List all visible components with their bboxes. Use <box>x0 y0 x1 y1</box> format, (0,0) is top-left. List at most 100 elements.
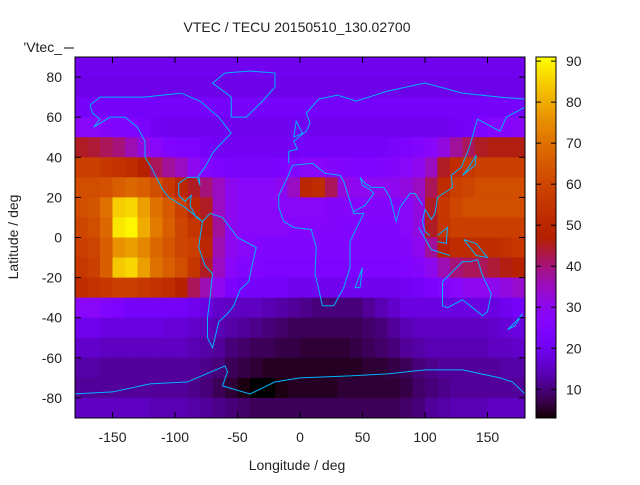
heatmap-cell <box>312 357 326 379</box>
heatmap-cell <box>425 217 438 238</box>
heatmap-cell <box>475 197 488 218</box>
heatmap-cell <box>75 137 88 158</box>
colorbar-segment <box>536 234 556 238</box>
heatmap-cell <box>200 397 213 419</box>
heatmap-cell <box>137 217 151 238</box>
heatmap-cell <box>262 57 276 78</box>
heatmap-cell <box>137 357 151 379</box>
heatmap-cell <box>500 197 513 218</box>
heatmap-cell <box>512 117 526 138</box>
heatmap-cell <box>175 377 188 399</box>
heatmap-cell <box>137 117 151 138</box>
heatmap-cell <box>175 397 188 419</box>
heatmap-cell <box>262 317 276 339</box>
heatmap-cell <box>487 297 501 319</box>
colorbar-segment <box>536 261 556 266</box>
heatmap-cell <box>187 117 201 138</box>
heatmap-cell <box>237 57 251 78</box>
heatmap-cell <box>287 77 301 98</box>
coastline <box>211 70 276 118</box>
colorbar-segment <box>536 144 556 148</box>
colorbar-segment <box>536 177 556 181</box>
heatmap-cell <box>250 117 263 138</box>
heatmap-cell <box>362 377 376 399</box>
colorbar-segment <box>536 228 556 232</box>
colorbar-segment <box>536 330 556 335</box>
heatmap-cell <box>150 197 163 218</box>
colorbar-segment <box>536 204 556 208</box>
colorbar-segment <box>536 117 556 121</box>
heatmap-cell <box>437 57 451 78</box>
heatmap-cell <box>175 257 188 279</box>
heatmap-cell <box>275 357 288 379</box>
heatmap-cell <box>100 57 113 78</box>
heatmap-cell <box>250 297 263 319</box>
heatmap-cell <box>425 57 438 78</box>
colorbar-segment <box>536 285 556 290</box>
heatmap-cell <box>275 397 288 419</box>
heatmap-cell <box>112 317 126 339</box>
coastline <box>437 226 449 245</box>
heatmap-cell <box>362 217 376 238</box>
heatmap-cell <box>150 277 163 299</box>
heatmap-cell <box>200 237 213 259</box>
heatmap-cell <box>137 377 151 399</box>
heatmap-cell <box>312 217 326 238</box>
heatmap-cell <box>387 297 401 319</box>
heatmap-cell <box>212 217 226 238</box>
heatmap-cells <box>75 57 526 419</box>
heatmap-cell <box>500 297 513 319</box>
heatmap-cell <box>400 97 413 118</box>
heatmap-cell <box>312 317 326 339</box>
heatmap-cell <box>362 257 376 279</box>
heatmap-cell <box>225 257 238 279</box>
heatmap-cell <box>362 277 376 299</box>
heatmap-cell <box>162 217 176 238</box>
heatmap-cell <box>375 157 388 178</box>
heatmap-cell <box>312 177 326 198</box>
heatmap-cell <box>387 377 401 399</box>
heatmap-cell <box>125 237 138 259</box>
heatmap-cell <box>487 257 501 279</box>
colorbar-segment <box>536 162 556 166</box>
heatmap-cell <box>487 137 501 158</box>
heatmap-cell <box>500 97 513 118</box>
heatmap-cell <box>137 77 151 98</box>
heatmap-cell <box>425 317 438 339</box>
heatmap-cell <box>375 297 388 319</box>
x-tick-label: 50 <box>355 429 371 445</box>
colorbar-segment <box>536 237 556 242</box>
heatmap-cell <box>437 357 451 379</box>
heatmap-cell <box>375 317 388 339</box>
heatmap-cell <box>450 297 463 319</box>
heatmap-cell <box>500 177 513 198</box>
heatmap-cell <box>375 257 388 279</box>
heatmap-cell <box>312 337 326 359</box>
heatmap-cell <box>175 97 188 118</box>
heatmap-cell <box>387 57 401 78</box>
colorbar-segment <box>536 150 556 154</box>
colorbar-segment <box>536 84 556 88</box>
heatmap-cell <box>187 157 201 178</box>
heatmap-cell <box>162 157 176 178</box>
heatmap-cell <box>200 97 213 118</box>
heatmap-cell <box>137 177 151 198</box>
colorbar-segment <box>536 378 556 383</box>
heatmap-cell <box>262 97 276 118</box>
heatmap-cell <box>75 237 88 259</box>
heatmap-cell <box>237 337 251 359</box>
heatmap-cell <box>350 357 363 379</box>
heatmap-cell <box>225 397 238 419</box>
heatmap-cell <box>75 77 88 98</box>
colorbar-frame <box>535 56 557 419</box>
heatmap-cell <box>450 397 463 419</box>
heatmap-cell <box>287 377 301 399</box>
heatmap-cell <box>212 257 226 279</box>
heatmap-cell <box>237 97 251 118</box>
heatmap-cell <box>425 297 438 319</box>
heatmap-cell <box>75 57 88 78</box>
heatmap-cell <box>362 317 376 339</box>
heatmap-cell <box>487 337 501 359</box>
y-tick-label: -20 <box>42 270 62 286</box>
